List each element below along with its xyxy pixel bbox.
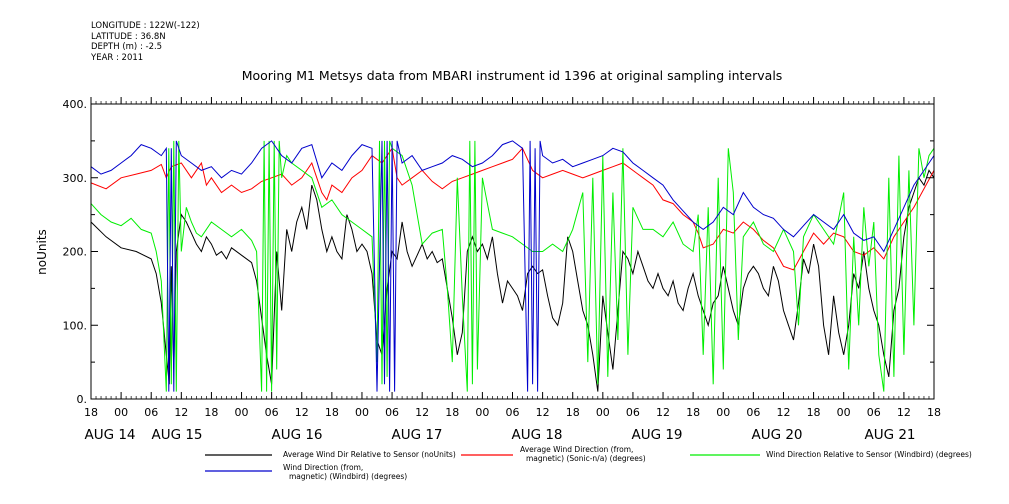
y-tick-label: 400. [63, 98, 88, 111]
series-line-4 [90, 140, 935, 392]
date-label: AUG 19 [631, 427, 682, 443]
date-label: AUG 15 [151, 427, 202, 443]
date-label: AUG 21 [864, 427, 915, 443]
date-label: AUG 18 [511, 427, 562, 443]
series-line-3 [90, 140, 935, 392]
meta-depth: DEPTH (m) : -2.5 [91, 42, 163, 52]
y-axis-label: noUnits [35, 229, 49, 275]
x-tick-label: 00 [475, 406, 489, 419]
x-tick-label: 06 [144, 406, 158, 419]
legend: Average Wind Dir Relative to Sensor (noU… [205, 445, 972, 481]
date-label: AUG 20 [751, 427, 802, 443]
legend-label: Wind Direction (from, [283, 463, 363, 472]
x-tick-label: 06 [385, 406, 399, 419]
x-tick-label: 18 [445, 406, 459, 419]
series-line-1 [90, 169, 935, 392]
date-label: AUG 17 [391, 427, 442, 443]
series-line-2 [90, 146, 935, 271]
x-tick-label: 00 [596, 406, 610, 419]
y-tick-label: 300. [63, 172, 88, 185]
x-tick-label: 00 [716, 406, 730, 419]
date-label: AUG 14 [84, 427, 135, 443]
x-tick-label: 12 [776, 406, 790, 419]
meta-latitude: LATITUDE : 36.8N [91, 31, 166, 42]
meta-longitude: LONGITUDE : 122W(-122) [91, 21, 200, 31]
y-tick-label: 200. [63, 246, 88, 259]
x-tick-label: 18 [566, 406, 580, 419]
x-tick-label: 06 [626, 406, 640, 419]
x-tick-label: 06 [506, 406, 520, 419]
x-tick-label: 18 [325, 406, 339, 419]
axis-layer: 0. 100. 200. 300. 400. 18 00 06 12 18 00 06 12 18 00 06… [63, 97, 941, 443]
x-tick-label: 18 [686, 406, 700, 419]
x-tick-label: 00 [235, 406, 249, 419]
x-tick-label: 06 [867, 406, 881, 419]
y-tick-label: 100. [63, 319, 88, 332]
x-tick-label: 06 [746, 406, 760, 419]
x-tick-label: 18 [204, 406, 218, 419]
x-tick-label: 12 [415, 406, 429, 419]
x-tick-label: 12 [295, 406, 309, 419]
meta-year: YEAR : 2011 [91, 52, 144, 63]
x-tick-label: 12 [656, 406, 670, 419]
date-label: AUG 16 [271, 427, 322, 443]
x-tick-label: 12 [897, 406, 911, 419]
legend-label: Average Wind Direction (from, [520, 445, 633, 454]
x-tick-label: 18 [84, 406, 98, 419]
x-tick-label: 12 [174, 406, 188, 419]
x-tick-label: 06 [265, 406, 279, 419]
x-tick-label: 18 [807, 406, 821, 419]
series-layer [90, 140, 935, 392]
x-tick-label: 00 [355, 406, 369, 419]
plot-frame [90, 103, 935, 400]
legend-label: Average Wind Dir Relative to Sensor (noU… [283, 450, 456, 459]
legend-label: Wind Direction Relative to Sensor (Windb… [766, 450, 972, 459]
legend-label: magnetic) (Sonic-n/a) (degrees) [526, 454, 646, 463]
x-tick-label: 00 [114, 406, 128, 419]
x-tick-label: 18 [927, 406, 941, 419]
legend-label: magnetic) (Windbird) (degrees) [289, 472, 407, 481]
x-tick-label: 12 [536, 406, 550, 419]
metadata-block: LONGITUDE : 122W(-122) LATITUDE : 36.8N … [91, 21, 200, 63]
chart-title: Mooring M1 Metsys data from MBARI instru… [242, 68, 783, 83]
x-tick-label: 00 [837, 406, 851, 419]
y-tick-label: 0. [77, 393, 88, 406]
